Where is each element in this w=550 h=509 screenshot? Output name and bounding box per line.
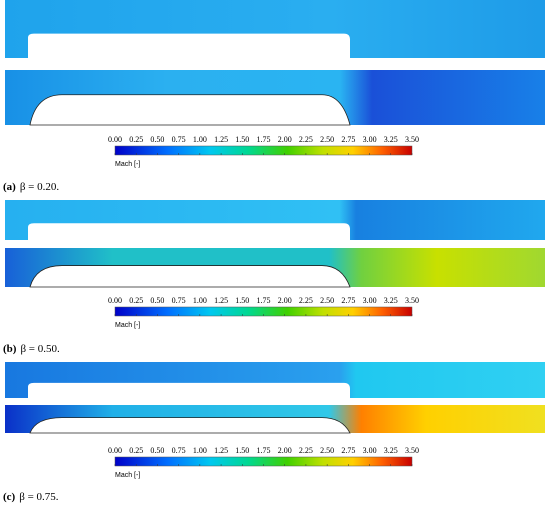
colorbar-tick-label: 2.00 bbox=[278, 446, 292, 455]
colorbar-tick-label: 3.50 bbox=[405, 446, 419, 455]
colorbar-tick-label: 0.50 bbox=[150, 135, 164, 144]
colorbar-label: Mach [-] bbox=[115, 322, 140, 329]
body bbox=[29, 417, 351, 434]
colorbar-tick-label: 3.25 bbox=[384, 296, 398, 305]
colorbar-tick-label: 0.00 bbox=[108, 135, 122, 144]
colorbar-tick-label: 2.50 bbox=[320, 446, 334, 455]
colorbar-tick-label: 0.25 bbox=[129, 135, 143, 144]
colorbar-tick-label: 1.25 bbox=[214, 446, 228, 455]
caption-text: β = 0.75. bbox=[19, 491, 59, 503]
colorbar-tick-label: 2.00 bbox=[278, 296, 292, 305]
colorbar-tick-label: 0.50 bbox=[150, 446, 164, 455]
body bbox=[29, 94, 351, 126]
colorbar-tick-label: 0.25 bbox=[129, 446, 143, 455]
colorbar-tick-label: 2.75 bbox=[341, 296, 355, 305]
colorbar-tick-label: 1.00 bbox=[193, 446, 207, 455]
colorbar-tick-label: 0.25 bbox=[129, 296, 143, 305]
colorbar-tick-label: 2.25 bbox=[299, 135, 313, 144]
body bbox=[28, 33, 350, 58]
colorbar-tick-label: 2.00 bbox=[278, 135, 292, 144]
colorbar-tick-label: 3.50 bbox=[405, 135, 419, 144]
colorbar-tick-label: 3.00 bbox=[363, 135, 377, 144]
colorbar-tick-label: 1.25 bbox=[214, 135, 228, 144]
colorbar-tick-label: 3.25 bbox=[384, 446, 398, 455]
colorbar-tick-label: 3.00 bbox=[363, 296, 377, 305]
colorbar-tick-label: 3.25 bbox=[384, 135, 398, 144]
caption-label: (a) bbox=[3, 181, 16, 193]
colorbar-tick-label: 2.50 bbox=[320, 296, 334, 305]
colorbar-tick-label: 1.00 bbox=[193, 135, 207, 144]
colorbar-tick-label: 0.75 bbox=[172, 446, 186, 455]
colorbar-tick-label: 3.50 bbox=[405, 296, 419, 305]
colorbar-tick-label: 1.50 bbox=[235, 135, 249, 144]
colorbar-tick-label: 0.00 bbox=[108, 446, 122, 455]
panels: 0.00 0.25 0.50 0.75 1.00 1.25 1.50 1.75 2.00 2.25… bbox=[3, 0, 545, 503]
colorbar-tick-label: 2.50 bbox=[320, 135, 334, 144]
caption: (a) β = 0.20. bbox=[3, 181, 59, 193]
caption-text: β = 0.20. bbox=[20, 181, 60, 193]
colorbar-tick-label: 2.75 bbox=[341, 135, 355, 144]
body bbox=[29, 265, 351, 288]
caption-label: (b) bbox=[3, 343, 17, 355]
colorbar-tick-label: 0.75 bbox=[172, 135, 186, 144]
body bbox=[28, 223, 350, 240]
colorbar-tick-label: 2.75 bbox=[341, 446, 355, 455]
colorbar-tick-label: 1.00 bbox=[193, 296, 207, 305]
colorbar-tick-label: 2.25 bbox=[299, 296, 313, 305]
colorbar-tick-label: 1.75 bbox=[257, 296, 271, 305]
colorbar-tick-label: 1.75 bbox=[257, 446, 271, 455]
colorbar-tick-label: 0.00 bbox=[108, 296, 122, 305]
colorbar-label: Mach [-] bbox=[115, 472, 140, 479]
body bbox=[28, 382, 350, 398]
caption: (b) β = 0.50. bbox=[3, 343, 60, 355]
caption: (c) β = 0.75. bbox=[3, 491, 59, 503]
colorbar-tick-label: 2.25 bbox=[299, 446, 313, 455]
colorbar-tick-label: 1.50 bbox=[235, 446, 249, 455]
colorbar-tick-label: 0.75 bbox=[172, 296, 186, 305]
colorbar-tick-label: 1.75 bbox=[257, 135, 271, 144]
colorbar-tick-label: 1.25 bbox=[214, 296, 228, 305]
caption-label: (c) bbox=[3, 491, 16, 503]
colorbar-tick-label: 1.50 bbox=[235, 296, 249, 305]
caption-text: β = 0.50. bbox=[20, 343, 60, 355]
colorbar-tick-label: 3.00 bbox=[363, 446, 377, 455]
colorbar-tick-label: 0.50 bbox=[150, 296, 164, 305]
colorbar-label: Mach [-] bbox=[115, 161, 140, 168]
